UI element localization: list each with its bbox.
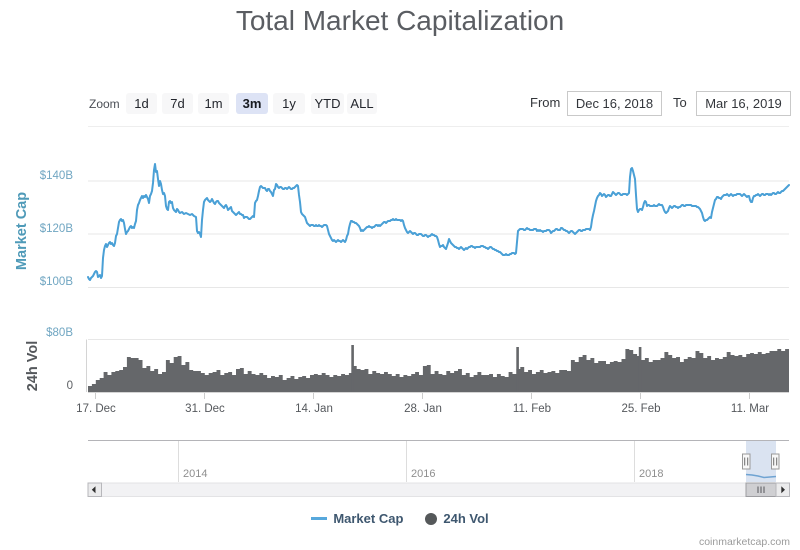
svg-text:2016: 2016 — [411, 468, 435, 480]
svg-text:25. Feb: 25. Feb — [622, 403, 661, 415]
svg-text:11. Feb: 11. Feb — [513, 403, 551, 415]
svg-text:$120B: $120B — [40, 223, 74, 235]
svg-text:14. Jan: 14. Jan — [295, 403, 333, 415]
svg-text:31. Dec: 31. Dec — [185, 403, 225, 415]
svg-text:2018: 2018 — [639, 468, 663, 480]
svg-text:28. Jan: 28. Jan — [404, 403, 442, 415]
svg-text:$100B: $100B — [40, 276, 74, 288]
svg-text:$80B: $80B — [46, 327, 73, 339]
svg-text:Market Cap: Market Cap — [14, 192, 30, 270]
svg-text:11. Mar: 11. Mar — [731, 403, 769, 415]
svg-text:2014: 2014 — [183, 468, 207, 480]
svg-text:24h Vol: 24h Vol — [25, 341, 41, 392]
svg-text:17. Dec: 17. Dec — [76, 403, 116, 415]
svg-text:0: 0 — [67, 380, 73, 392]
svg-text:$140B: $140B — [40, 170, 74, 182]
